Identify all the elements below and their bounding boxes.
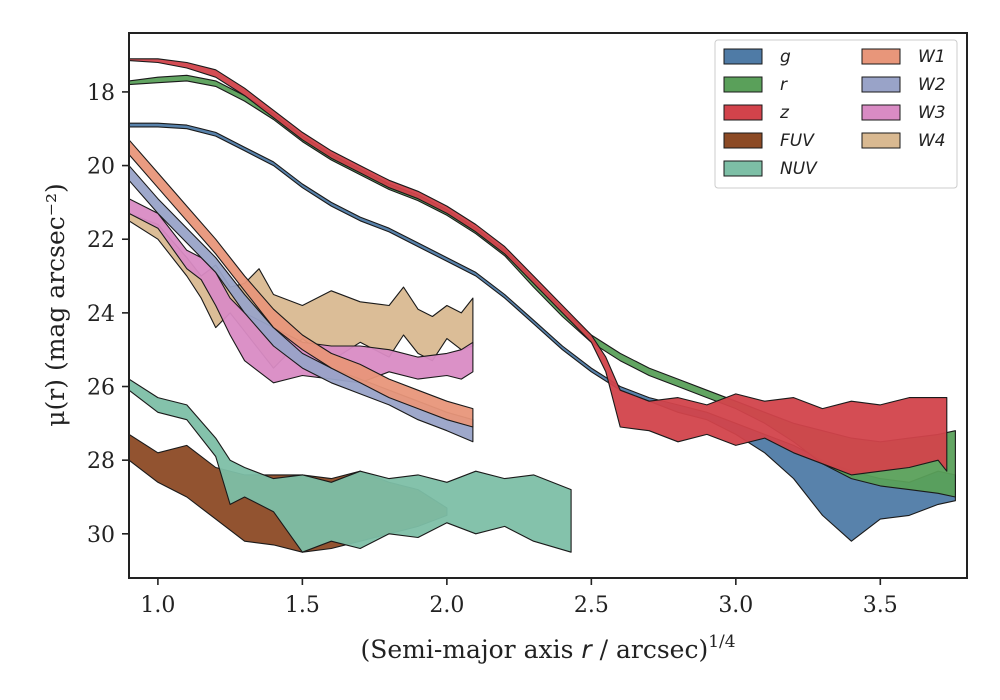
legend-label-g: g (780, 47, 791, 67)
band-z (129, 58, 948, 476)
legend-label-w3: W3 (918, 103, 946, 123)
y-tick-label: 26 (87, 376, 115, 401)
legend: grz FUV NUV W1 W2 W3 W4 (714, 39, 958, 189)
y-tick-label: 18 (87, 81, 115, 106)
legend-swatch-w2 (861, 76, 901, 93)
legend-label-nuv: NUV (780, 159, 818, 179)
y-axis-label: μ(r) (mag arcsec⁻²) (41, 183, 70, 426)
legend-swatch-fuv (723, 132, 763, 149)
y-tick-label: 30 (87, 523, 115, 548)
y-tick-label: 22 (87, 228, 115, 253)
legend-label-w2: W2 (918, 75, 946, 95)
legend-label-w1: W1 (918, 47, 946, 67)
legend-label-r: r (780, 75, 788, 95)
x-tick-label: 3.5 (863, 593, 898, 618)
x-tick-label: 2.5 (574, 593, 609, 618)
legend-label-z: z (779, 103, 790, 123)
x-tick-label: 3.0 (718, 593, 753, 618)
x-axis: 1.0 1.5 2.0 2.5 3.0 3.5 (140, 578, 898, 618)
band-nuv (129, 378, 572, 553)
legend-label-fuv: FUV (780, 131, 815, 151)
legend-swatch-r (723, 76, 763, 93)
legend-swatch-w3 (861, 104, 901, 121)
legend-swatch-w4 (861, 132, 901, 149)
x-axis-label: (Semi-major axis r / arcsec)1/4 (360, 632, 735, 664)
plot-frame (128, 32, 968, 579)
data-bands (129, 58, 956, 553)
y-tick-label: 28 (87, 449, 115, 474)
y-tick-label: 24 (87, 302, 115, 327)
legend-swatch-w1 (861, 48, 901, 65)
band-w1 (129, 139, 474, 428)
x-tick-label: 1.5 (285, 593, 320, 618)
y-axis: 18 20 22 24 26 28 30 (87, 81, 129, 548)
x-tick-label: 1.0 (140, 593, 175, 618)
x-tick-label: 2.0 (429, 593, 464, 618)
y-tick-label: 20 (87, 155, 115, 180)
legend-swatch-z (723, 104, 763, 121)
legend-swatch-nuv (723, 160, 763, 177)
legend-swatch-g (723, 48, 763, 65)
legend-label-w4: W4 (918, 131, 946, 151)
